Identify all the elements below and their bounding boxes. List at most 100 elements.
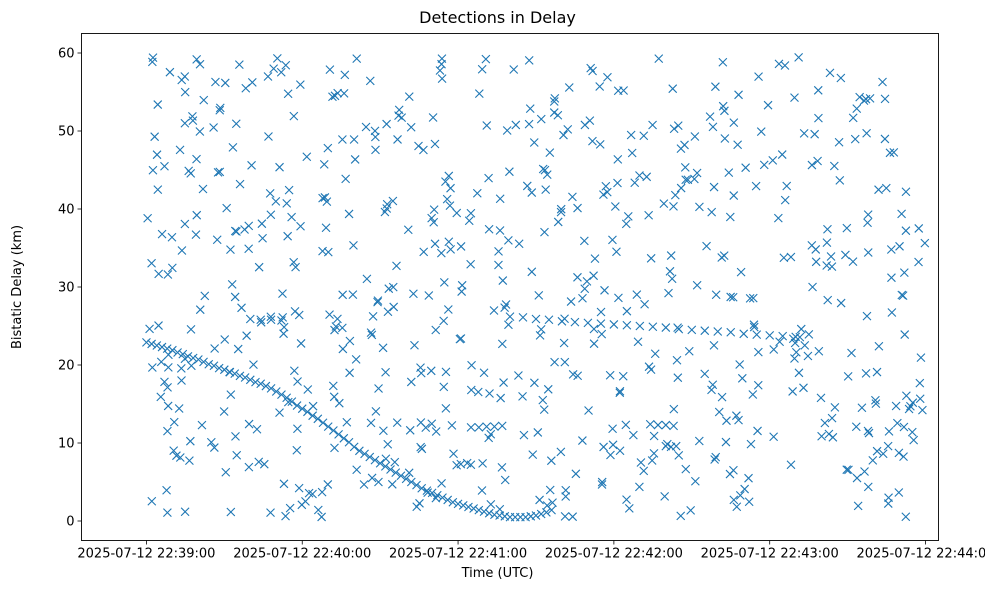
data-point-clutter: [622, 306, 632, 316]
data-point-clutter: [541, 185, 551, 194]
data-point-clutter: [387, 479, 397, 489]
data-point-clutter: [495, 504, 505, 514]
data-point-clutter: [635, 482, 644, 492]
data-point-clutter: [777, 150, 787, 159]
data-point-clutter: [373, 297, 382, 307]
data-point-clutter: [367, 473, 377, 483]
data-point-clutter: [226, 507, 236, 517]
data-point-clutter: [330, 443, 339, 453]
data-point-clutter: [722, 416, 731, 426]
data-point-clutter: [527, 188, 537, 197]
data-point-clutter: [447, 421, 457, 430]
y-tick-label: 50: [58, 125, 75, 140]
data-point-clutter: [614, 293, 623, 303]
data-point-clutter: [735, 360, 745, 369]
data-point-target-track-2: [778, 331, 788, 341]
data-point-clutter: [383, 439, 393, 449]
data-point-clutter: [409, 289, 418, 299]
data-point-target-track-1: [375, 458, 385, 468]
data-point-target-track-1: [412, 480, 421, 490]
data-point-target-track-1: [360, 449, 369, 459]
data-point-clutter: [302, 152, 312, 162]
data-point-clutter: [163, 508, 172, 517]
data-point-clutter: [318, 246, 327, 256]
x-tick-label: 2025-07-12 22:44:00: [856, 547, 985, 562]
data-point-clutter: [918, 405, 927, 415]
data-point-target-track-2: [687, 325, 697, 335]
data-point-target-track-1: [245, 375, 255, 385]
data-point-clutter: [242, 331, 252, 341]
data-point-clutter: [533, 428, 543, 437]
x-tick-label: 2025-07-12 22:41:00: [389, 547, 527, 562]
data-point-target-track-1: [261, 381, 271, 391]
data-point-clutter: [584, 406, 593, 415]
data-point-target-track-1: [417, 483, 427, 493]
data-point-clutter: [496, 393, 506, 403]
data-point-clutter: [215, 103, 225, 113]
data-point-clutter: [814, 346, 824, 356]
data-point-clutter: [901, 226, 911, 236]
data-point-target-track-1: [297, 404, 307, 414]
data-point-clutter: [371, 145, 380, 155]
data-point-target-track-1: [147, 339, 157, 349]
data-point-clutter: [915, 378, 925, 388]
data-point-clutter: [726, 292, 736, 302]
data-point-clutter: [608, 424, 617, 434]
data-point-clutter: [294, 310, 304, 320]
data-point-clutter: [560, 512, 570, 521]
data-point-clutter: [729, 118, 739, 128]
data-point-clutter: [759, 160, 769, 170]
data-point-clutter: [702, 241, 711, 251]
data-point-clutter: [894, 488, 904, 497]
data-point-clutter: [338, 135, 347, 144]
data-point-clutter: [549, 108, 559, 117]
data-point-clutter: [681, 464, 691, 474]
data-point-clutter: [836, 73, 846, 83]
data-point-clutter: [145, 324, 154, 334]
data-point-clutter: [646, 253, 656, 263]
data-point-clutter: [603, 72, 612, 82]
data-point-clutter: [176, 364, 186, 373]
data-point-clutter: [613, 154, 623, 164]
data-point-clutter: [669, 124, 679, 134]
data-point-clutter: [292, 445, 302, 455]
data-point-clutter: [901, 512, 911, 522]
data-point-target-track-1: [313, 414, 323, 424]
data-point-clutter: [864, 428, 874, 438]
data-point-clutter: [279, 479, 289, 489]
data-point-clutter: [883, 441, 893, 451]
data-point-clutter: [573, 203, 582, 213]
data-point-clutter: [227, 279, 237, 289]
data-point-clutter: [215, 167, 225, 177]
data-point-clutter: [519, 430, 529, 440]
data-point-clutter: [374, 384, 383, 393]
data-point-clutter: [281, 60, 291, 70]
data-point-clutter: [344, 209, 354, 219]
data-point-clutter: [628, 430, 638, 440]
data-point-clutter: [184, 166, 194, 176]
data-point-target-track-2: [531, 314, 541, 324]
data-point-clutter: [852, 104, 862, 114]
data-point-clutter: [676, 183, 686, 193]
data-point-clutter: [749, 320, 759, 330]
data-point-clutter: [708, 380, 718, 390]
data-point-clutter: [548, 498, 557, 508]
data-point-clutter: [412, 502, 422, 512]
data-point-clutter: [850, 134, 860, 144]
data-point-clutter: [254, 262, 264, 272]
data-point-clutter: [863, 210, 873, 220]
data-point-clutter: [855, 92, 865, 102]
data-point-clutter: [731, 411, 741, 421]
data-point-clutter: [690, 132, 700, 141]
data-point-clutter: [709, 182, 719, 192]
data-point-clutter: [406, 377, 416, 387]
data-point-clutter: [711, 290, 721, 300]
data-point-clutter: [904, 404, 914, 414]
y-tick-label: 40: [58, 203, 75, 218]
data-point-clutter: [892, 418, 902, 428]
data-point-clutter: [389, 302, 399, 312]
data-point-target-track-1: [308, 411, 318, 421]
data-point-clutter: [887, 308, 897, 317]
data-point-clutter: [862, 128, 872, 138]
data-point-clutter: [660, 491, 670, 501]
